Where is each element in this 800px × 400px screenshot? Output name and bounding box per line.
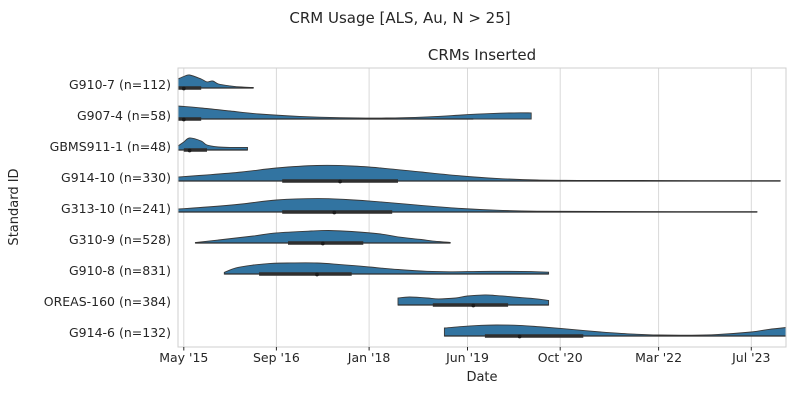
- xtick-label: Oct '20: [538, 350, 583, 365]
- violin-shape: [177, 164, 781, 182]
- median-dot: [181, 117, 186, 122]
- median-dot: [332, 210, 337, 215]
- median-dot: [181, 86, 186, 91]
- ytick-label: G910-8 (n=831): [69, 263, 171, 278]
- violin-shape: [397, 294, 550, 306]
- ytick-label: G907-4 (n=58): [77, 108, 171, 123]
- violin-layer: G910-7 (n=112) G907-4 (n=58) GBMS911-1 (n=…: [44, 74, 787, 340]
- violin-shape: [194, 230, 451, 244]
- ytick-label: GBMS911-1 (n=48): [50, 139, 171, 154]
- violin-row-oreas-160: OREAS-160 (n=384): [44, 294, 550, 309]
- plot-border: [177, 67, 787, 348]
- violin-row-g910-8: G910-8 (n=831): [69, 262, 550, 278]
- ytick-label: G914-10 (n=330): [61, 170, 171, 185]
- median-dot: [471, 303, 476, 308]
- axes-title: CRMs Inserted: [428, 46, 536, 64]
- violin-row-g310-9: G310-9 (n=528): [69, 230, 451, 247]
- figure-title: CRM Usage [ALS, Au, N > 25]: [289, 9, 510, 27]
- violin-shape: [177, 137, 248, 151]
- violin-row-g914-6: G914-6 (n=132): [69, 324, 787, 340]
- violin-shape: [443, 324, 787, 337]
- xtick-label: Mar '22: [635, 350, 682, 365]
- xtick-label: Jul '23: [731, 350, 770, 365]
- violin-shape: [177, 74, 254, 89]
- median-dot: [187, 148, 192, 153]
- ytick-label: G313-10 (n=241): [61, 201, 171, 216]
- median-dot: [315, 272, 319, 277]
- median-dot: [320, 241, 325, 246]
- violin-row-g313-10: G313-10 (n=241): [61, 198, 758, 216]
- x-axis: May '15 Sep '16 Jan '18 Jun '19 Oct '20 Mar '…: [159, 347, 771, 365]
- xtick-label: Sep '16: [253, 350, 300, 365]
- ytick-label: G914-6 (n=132): [69, 325, 171, 340]
- violin-shape: [223, 262, 550, 275]
- y-axis-label: Standard ID: [7, 168, 22, 245]
- ytick-label: G910-7 (n=112): [69, 77, 171, 92]
- median-dot: [338, 179, 342, 184]
- ytick-label: G310-9 (n=528): [69, 232, 171, 247]
- violin-row-g907-4: G907-4 (n=58): [77, 105, 532, 123]
- violin-shape: [177, 105, 532, 120]
- xtick-label: Jan '18: [347, 350, 391, 365]
- xtick-label: Jun '19: [445, 350, 489, 365]
- xtick-label: May '15: [159, 350, 208, 365]
- violin-row-gbms911-1: GBMS911-1 (n=48): [50, 137, 248, 154]
- violin-row-g910-7: G910-7 (n=112): [69, 74, 254, 92]
- x-axis-label: Date: [466, 370, 497, 385]
- median-dot: [517, 334, 522, 339]
- violin-row-g914-10: G914-10 (n=330): [61, 164, 781, 185]
- ytick-label: OREAS-160 (n=384): [44, 294, 171, 309]
